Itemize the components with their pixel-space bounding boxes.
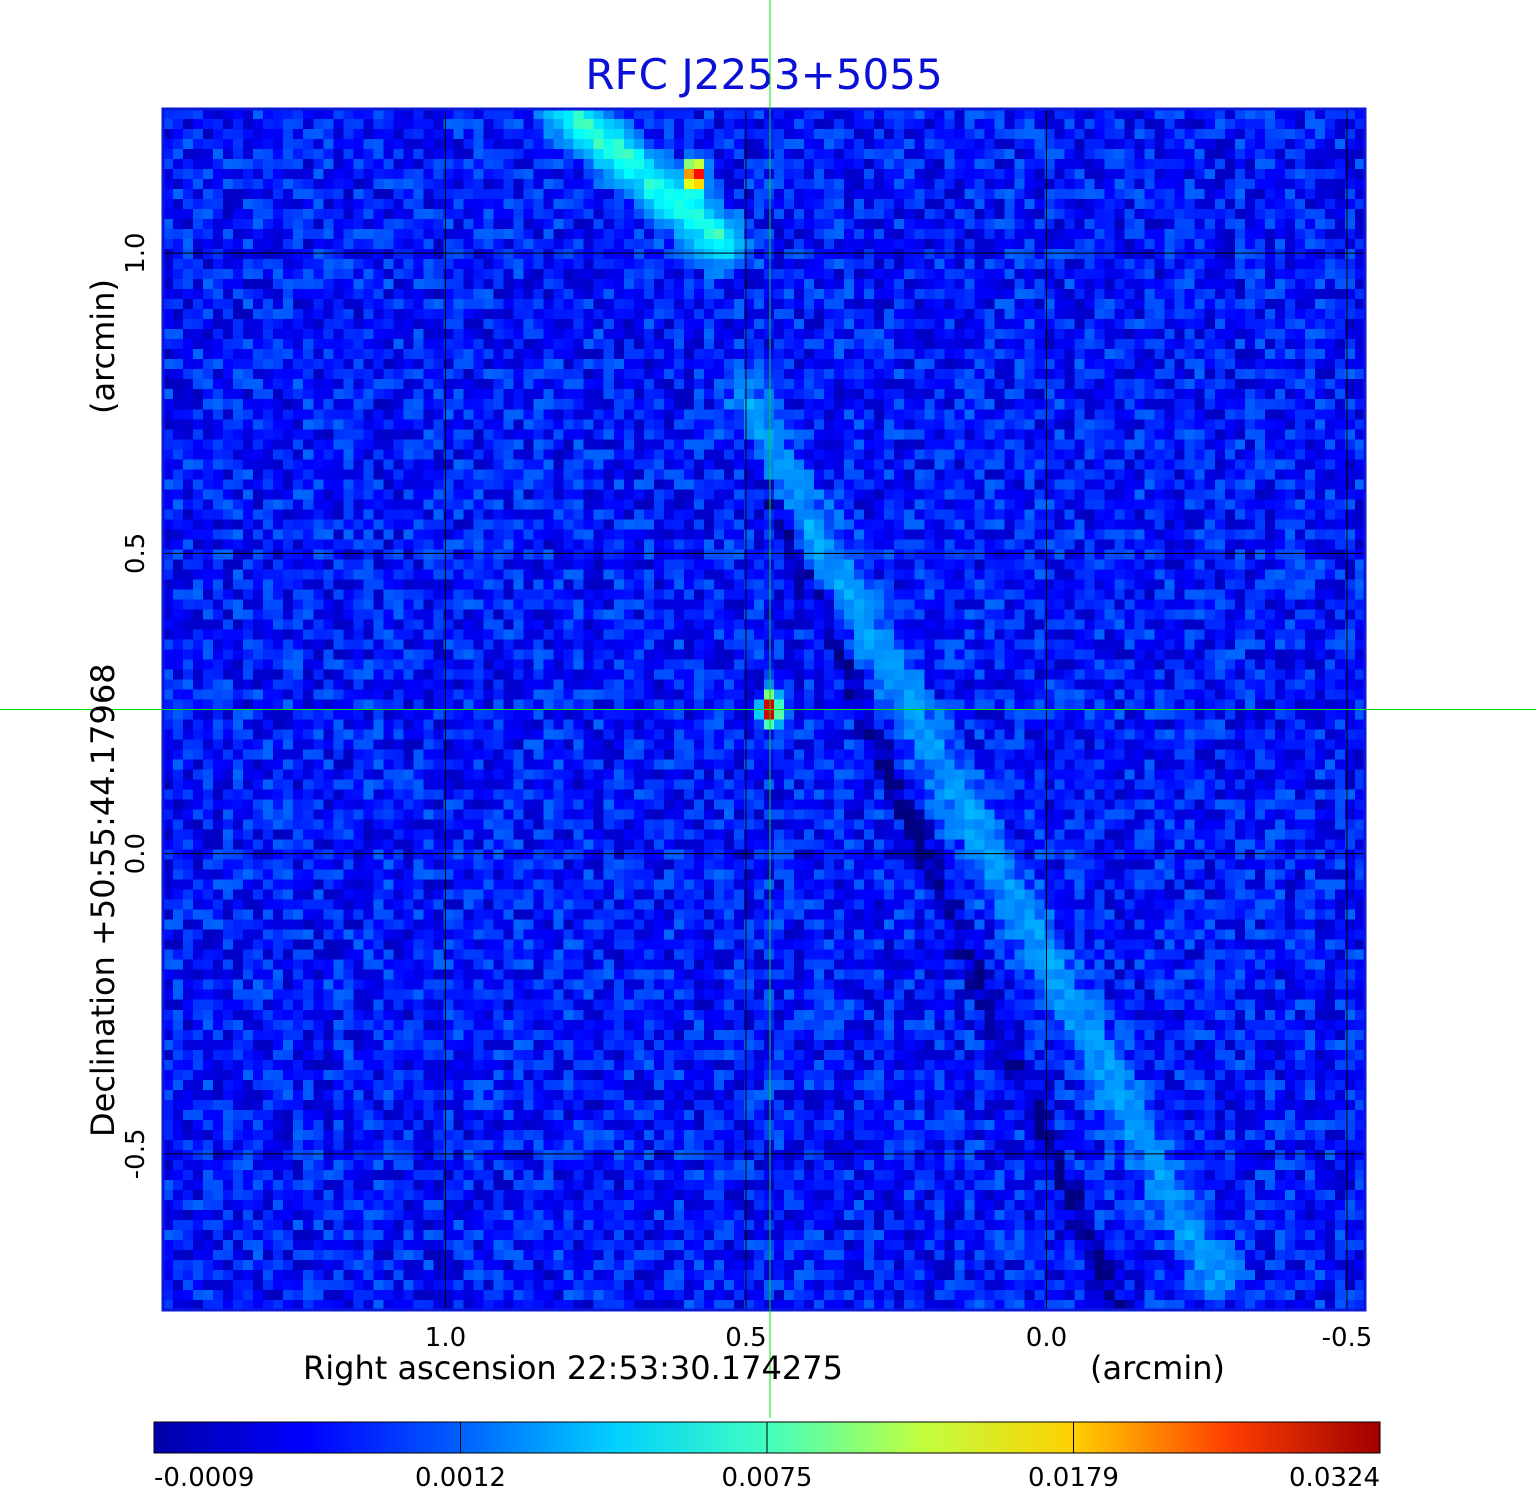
x-axis-unit-label: (arcmin) [1090, 1349, 1225, 1387]
colorbar-tick-label: 0.0075 [722, 1463, 813, 1493]
colorbar-tick-label: 0.0324 [1289, 1463, 1380, 1493]
y-tick-label: -0.5 [121, 1129, 151, 1180]
y-tick-label: 0.0 [121, 833, 151, 874]
colorbar: -0.0009 0.0012 0.0075 0.0179 0.0324 [153, 1421, 1381, 1493]
colorbar-tick-label: 0.0179 [1028, 1463, 1119, 1493]
y-tick-labels: 1.0 0.5 0.0 -0.5 [121, 232, 151, 1179]
x-tick-label: -0.5 [1322, 1323, 1373, 1353]
colorbar-tick-marks [153, 1422, 1381, 1453]
colorbar-tick-labels: -0.0009 0.0012 0.0075 0.0179 0.0324 [154, 1463, 1380, 1493]
chart-title: RFC J2253+5055 [585, 50, 942, 99]
x-tick-labels: 1.0 0.5 0.0 -0.5 [425, 1323, 1373, 1353]
x-tick-label: 1.0 [425, 1323, 466, 1353]
x-tick-label: 0.5 [725, 1323, 766, 1353]
colorbar-tick-label: -0.0009 [154, 1463, 254, 1493]
y-tick-label: 0.5 [121, 533, 151, 574]
x-axis-label: Right ascension 22:53:30.174275 [303, 1349, 843, 1387]
x-tick-label: 0.0 [1026, 1323, 1067, 1353]
y-tick-label: 1.0 [121, 232, 151, 273]
y-axis-label: Declination +50:55:44.17968 [84, 663, 122, 1137]
colorbar-tick-label: 0.0012 [415, 1463, 506, 1493]
y-axis-unit-label: (arcmin) [84, 279, 122, 414]
